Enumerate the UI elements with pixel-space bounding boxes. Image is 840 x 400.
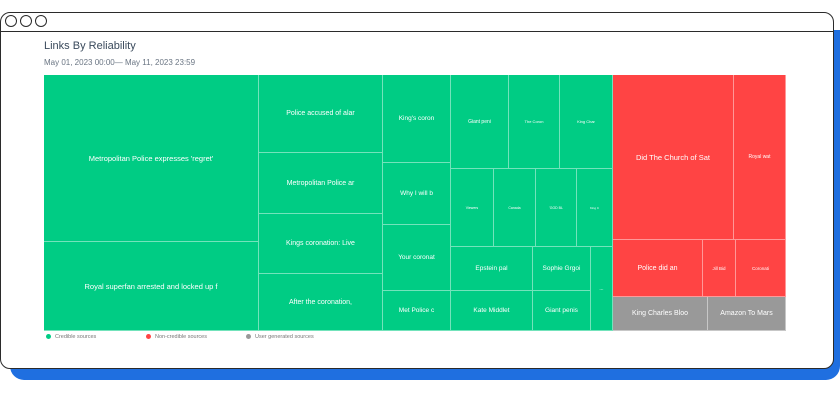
treemap-chart: Metropolitan Police expresses 'regret' Ro… [44, 75, 786, 331]
treemap-cell-label: Royal superfan arrested and locked up f [84, 281, 218, 291]
treemap-cell[interactable]: King Charles Bloo [613, 297, 708, 331]
treemap-cell-label: Amazon To Mars [720, 310, 773, 317]
treemap-cell-label: Police accused of alar [286, 110, 355, 117]
treemap-cell-label: Giant peni [468, 118, 491, 125]
treemap-cell[interactable]: Canada [494, 169, 536, 247]
treemap-cell[interactable]: The Coron [509, 75, 560, 169]
treemap-cell[interactable]: Giant penis [533, 291, 591, 331]
treemap-cell-label: Police did an [637, 264, 678, 272]
chart-title: Links By Reliability [44, 40, 136, 52]
treemap-cell[interactable]: Met Police c [383, 291, 451, 331]
treemap-cell-label: King C [589, 205, 599, 210]
treemap-cell-label: Met Police c [398, 307, 435, 314]
treemap-cell-label: Sophie Grgoi [542, 265, 581, 272]
treemap-cell[interactable]: Metropolitan Police expresses 'regret' [44, 75, 259, 242]
treemap-cell[interactable]: After the coronation, [259, 274, 383, 331]
legend-item-credible[interactable]: Credible sources [46, 334, 96, 340]
treemap-cell[interactable]: Kings coronation: Live [259, 214, 383, 274]
treemap-cell[interactable]: Viewers [451, 169, 494, 247]
treemap-cell[interactable]: Metropolitan Police ar [259, 153, 383, 214]
window-close-icon[interactable] [5, 15, 17, 27]
legend-item-user-generated[interactable]: User generated sources [246, 334, 314, 340]
treemap-cell-label: 'GOD BL [549, 205, 563, 210]
legend-label: User generated sources [255, 334, 314, 340]
treemap-cell[interactable]: King C [577, 169, 613, 247]
legend-dot-icon [146, 334, 151, 340]
treemap-cell-label: Metropolitan Police ar [286, 179, 355, 187]
treemap-cell-label: Kate Middlet [473, 307, 510, 314]
treemap-cell-label: Coronati [751, 265, 769, 271]
legend-label: Non-credible sources [155, 334, 207, 340]
treemap-cell-label: After the coronation, [288, 298, 353, 306]
treemap-cell[interactable]: ... [591, 247, 613, 331]
treemap-cell[interactable]: Kate Middlet [451, 291, 533, 331]
treemap-cell[interactable]: King's coron [383, 75, 451, 163]
legend-item-non-credible[interactable]: Non-credible sources [146, 334, 207, 340]
legend-label: Credible sources [55, 334, 97, 340]
treemap-cell-label: Epstein pal [475, 265, 508, 272]
window-minimize-icon[interactable] [20, 15, 32, 27]
treemap-cell-label: Viewers [465, 205, 479, 210]
treemap-cell[interactable]: Jill Bid [703, 240, 736, 297]
legend-dot-icon [246, 334, 251, 340]
treemap-cell[interactable]: Sophie Grgoi [533, 247, 591, 291]
treemap-cell[interactable]: Royal superfan arrested and locked up f [44, 242, 259, 331]
treemap-cell-label: ... [599, 285, 604, 292]
treemap-cell-label: Metropolitan Police expresses 'regret' [88, 153, 214, 163]
treemap-cell[interactable]: Giant peni [451, 75, 509, 169]
treemap-cell-label: Why I will b [400, 190, 433, 197]
date-range: May 01, 2023 00:00— May 11, 2023 23:59 [44, 58, 196, 67]
legend-dot-icon [46, 334, 51, 340]
treemap-cell-label: Canada [508, 205, 521, 210]
treemap-cell-label: King Char [577, 119, 595, 124]
treemap-cell-label: Kings coronation: Live [286, 240, 355, 247]
treemap-cell[interactable]: Police did an [613, 240, 703, 297]
treemap-cell[interactable]: Epstein pal [451, 247, 533, 291]
treemap-cell[interactable]: Your coronat [383, 225, 451, 291]
window-titlebar [1, 13, 833, 32]
treemap-cell-label: King Charles Bloo [631, 310, 689, 317]
treemap-cell-label: King's coron [398, 115, 435, 122]
treemap-cell-label: The Coron [524, 119, 544, 124]
treemap-cell[interactable]: Coronati [736, 240, 786, 297]
treemap-cell[interactable]: Amazon To Mars [708, 297, 786, 331]
treemap-cell[interactable]: Did The Church of Sat [613, 75, 734, 240]
treemap-cell-label: Your coronat [398, 254, 435, 261]
treemap-cell[interactable]: 'GOD BL [536, 169, 577, 247]
window-maximize-icon[interactable] [35, 15, 47, 27]
treemap-cell-label: Jill Bid [712, 265, 726, 271]
treemap-cell[interactable]: King Char [560, 75, 613, 169]
treemap-cell[interactable]: Royal wat [734, 75, 786, 240]
treemap-cell-label: Royal wat [748, 154, 771, 160]
treemap-cell[interactable]: Police accused of alar [259, 75, 383, 153]
treemap-cell-label: Did The Church of Sat [635, 152, 711, 162]
treemap-cell-label: Giant penis [545, 307, 578, 314]
treemap-cell[interactable]: Why I will b [383, 163, 451, 225]
